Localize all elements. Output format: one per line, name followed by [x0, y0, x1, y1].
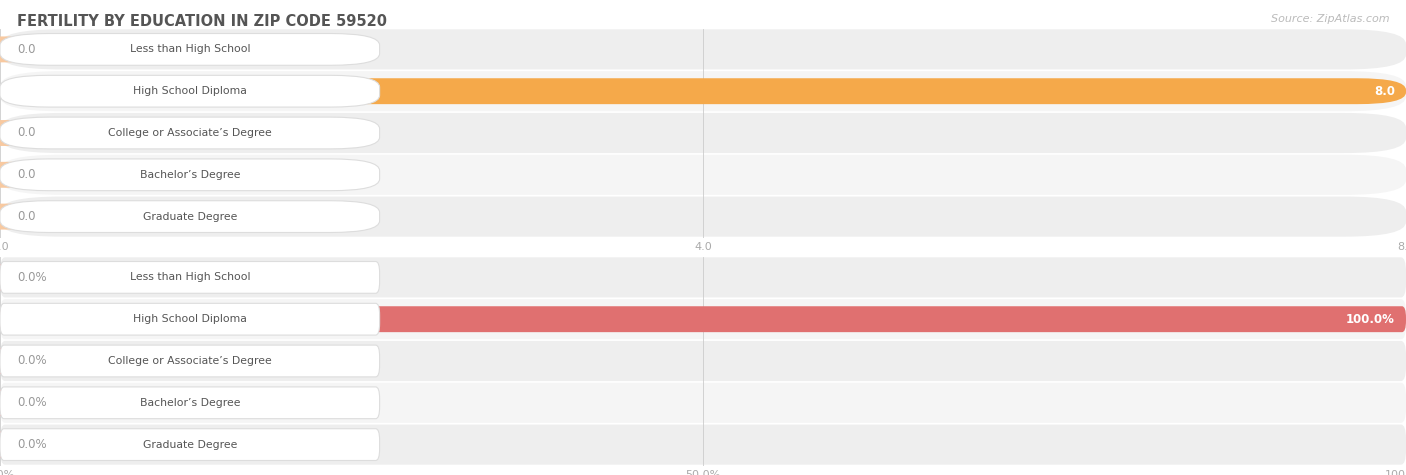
FancyBboxPatch shape — [0, 432, 4, 457]
FancyBboxPatch shape — [0, 341, 1406, 381]
FancyBboxPatch shape — [0, 29, 1406, 69]
FancyBboxPatch shape — [0, 425, 1406, 465]
Text: College or Associate’s Degree: College or Associate’s Degree — [108, 356, 271, 366]
Text: 0.0: 0.0 — [17, 43, 35, 56]
Text: 0.0%: 0.0% — [17, 438, 46, 451]
Text: Less than High School: Less than High School — [129, 44, 250, 55]
Text: College or Associate’s Degree: College or Associate’s Degree — [108, 128, 271, 138]
Text: 100.0%: 100.0% — [1346, 313, 1395, 326]
FancyBboxPatch shape — [0, 306, 1406, 332]
Text: High School Diploma: High School Diploma — [134, 86, 246, 96]
FancyBboxPatch shape — [0, 197, 1406, 237]
FancyBboxPatch shape — [0, 429, 380, 460]
FancyBboxPatch shape — [0, 387, 380, 418]
FancyBboxPatch shape — [0, 390, 4, 416]
Text: FERTILITY BY EDUCATION IN ZIP CODE 59520: FERTILITY BY EDUCATION IN ZIP CODE 59520 — [17, 14, 387, 29]
Text: 0.0%: 0.0% — [17, 396, 46, 409]
Text: Graduate Degree: Graduate Degree — [142, 439, 238, 450]
FancyBboxPatch shape — [0, 265, 4, 290]
Text: 8.0: 8.0 — [1374, 85, 1395, 98]
Text: 0.0: 0.0 — [17, 168, 35, 181]
FancyBboxPatch shape — [0, 162, 49, 188]
FancyBboxPatch shape — [0, 204, 49, 229]
FancyBboxPatch shape — [0, 201, 380, 232]
FancyBboxPatch shape — [0, 159, 380, 190]
FancyBboxPatch shape — [0, 304, 380, 335]
FancyBboxPatch shape — [0, 257, 1406, 297]
FancyBboxPatch shape — [0, 113, 1406, 153]
Text: High School Diploma: High School Diploma — [134, 314, 246, 324]
Text: 0.0%: 0.0% — [17, 354, 46, 368]
FancyBboxPatch shape — [0, 262, 380, 293]
FancyBboxPatch shape — [0, 71, 1406, 111]
Text: 0.0: 0.0 — [17, 126, 35, 140]
FancyBboxPatch shape — [0, 34, 380, 65]
Text: Bachelor’s Degree: Bachelor’s Degree — [139, 170, 240, 180]
Text: Bachelor’s Degree: Bachelor’s Degree — [139, 398, 240, 408]
Text: Less than High School: Less than High School — [129, 272, 250, 283]
FancyBboxPatch shape — [0, 155, 1406, 195]
FancyBboxPatch shape — [0, 78, 1406, 104]
FancyBboxPatch shape — [0, 37, 49, 62]
Text: 0.0: 0.0 — [17, 210, 35, 223]
Text: 0.0%: 0.0% — [17, 271, 46, 284]
Text: Source: ZipAtlas.com: Source: ZipAtlas.com — [1271, 14, 1389, 24]
FancyBboxPatch shape — [0, 299, 1406, 339]
FancyBboxPatch shape — [0, 120, 49, 146]
Text: Graduate Degree: Graduate Degree — [142, 211, 238, 222]
FancyBboxPatch shape — [0, 117, 380, 149]
FancyBboxPatch shape — [0, 383, 1406, 423]
FancyBboxPatch shape — [0, 345, 380, 377]
FancyBboxPatch shape — [0, 76, 380, 107]
FancyBboxPatch shape — [0, 348, 4, 374]
